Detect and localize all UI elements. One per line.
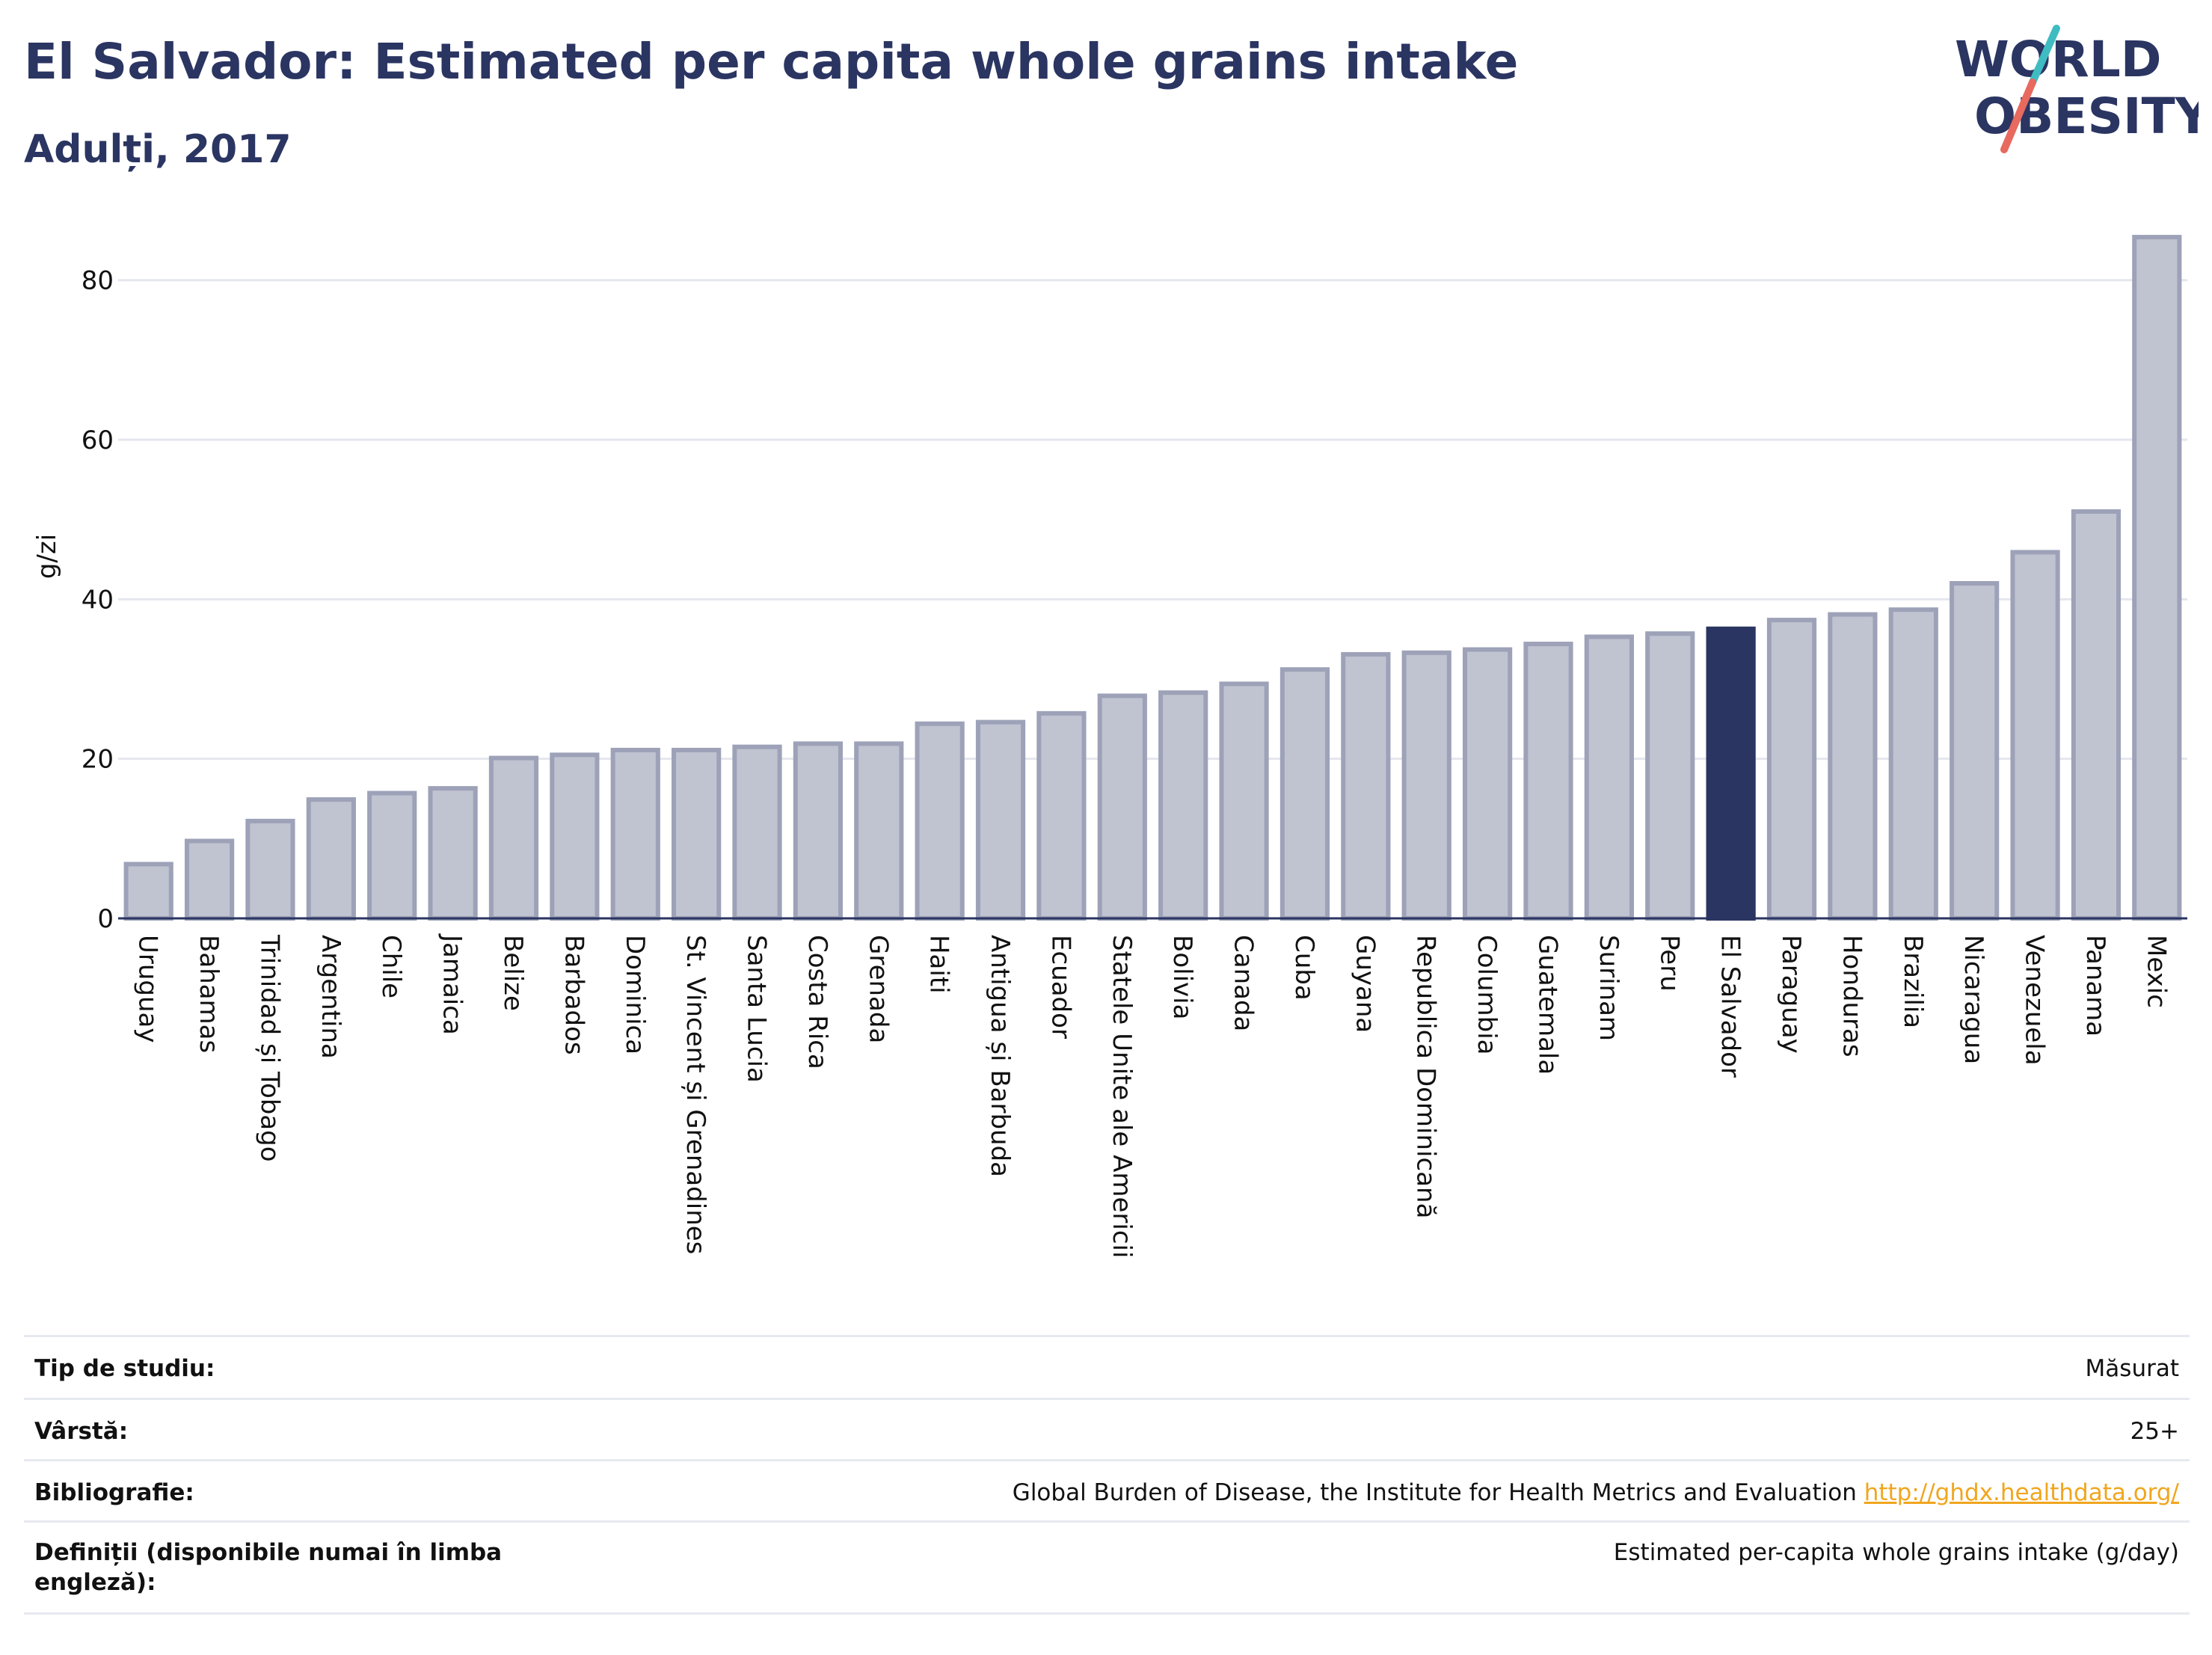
x-tick-label: Guyana (1350, 935, 1380, 1033)
x-tick-label: Bahamas (194, 935, 224, 1053)
x-tick-label: Bolivia (1167, 935, 1197, 1019)
bar (245, 818, 295, 921)
x-tick-label: Santa Lucia (742, 935, 772, 1083)
bar (1462, 647, 1513, 921)
x-tick-label: Jamaica (437, 933, 467, 1035)
bar (367, 790, 417, 921)
y-tick-label: 40 (82, 585, 114, 615)
bar (1888, 607, 1938, 921)
x-tick-label: Peru (1654, 935, 1684, 992)
y-tick-label: 80 (82, 266, 114, 296)
meta-row-age: Vârstă: 25+ (24, 1398, 2190, 1459)
x-tick-label: Venezuela (2020, 935, 2050, 1066)
bibliography-link[interactable]: http://ghdx.healthdata.org/ (1864, 1479, 2179, 1506)
bar-chart: 0 20 40 60 80 g/zi Uruguay Bahamas Trinidad și… (32, 235, 2187, 1258)
meta-label: Definiții (disponibile numai în limba en… (34, 1539, 503, 1596)
bar (1645, 631, 1695, 921)
bar (793, 741, 844, 921)
bars (123, 235, 2182, 921)
bar (610, 747, 660, 921)
world-obesity-logo: WORLD OBESITY (1955, 25, 2199, 153)
metadata-table: Tip de studiu: Măsurat Vârstă: 25+ Bibli… (24, 1335, 2190, 1615)
meta-label: Tip de studiu: (34, 1355, 215, 1382)
bar (975, 719, 1026, 921)
x-tick-label: Grenada (863, 935, 893, 1043)
x-tick-label: Trinidad și Tobago (254, 934, 284, 1162)
y-axis-ticks: 0 20 40 60 80 (82, 266, 114, 934)
y-tick-label: 20 (82, 745, 114, 775)
x-tick-label: Columbia (1472, 935, 1502, 1055)
x-tick-label: Cuba (1289, 935, 1319, 1001)
chart-subtitle: Adulți, 2017 (24, 127, 292, 172)
meta-value: Măsurat (2085, 1355, 2179, 1382)
x-tick-label: Antigua și Barbuda (985, 935, 1015, 1177)
bar (672, 747, 722, 921)
bar (854, 741, 904, 921)
x-tick-label: Chile (376, 935, 406, 998)
logo-slash-red (2000, 79, 2036, 153)
bar (184, 838, 235, 921)
bar (1219, 681, 1269, 921)
bar (1584, 634, 1634, 921)
x-tick-label: Surinam (1594, 935, 1623, 1041)
bar (1341, 651, 1391, 921)
logo-line1: WORLD (1955, 31, 2162, 88)
bar-highlight (1706, 626, 1756, 921)
y-tick-label: 0 (97, 904, 114, 934)
bibliography-text: Global Burden of Disease, the Institute … (1012, 1479, 1857, 1506)
y-axis-label: g/zi (32, 534, 62, 579)
x-tick-label: Brazilia (1898, 935, 1928, 1028)
x-tick-label: Haiti (924, 935, 954, 994)
bar (1158, 690, 1208, 921)
bar (1279, 667, 1330, 921)
meta-label: Bibliografie: (34, 1479, 194, 1506)
bar (1401, 650, 1451, 921)
x-tick-label: Argentina (316, 935, 345, 1059)
bar (2132, 235, 2182, 921)
x-tick-label: Barbados (559, 935, 589, 1055)
y-tick-label: 60 (82, 426, 114, 455)
meta-value: 25+ (2130, 1418, 2179, 1445)
meta-value: Global Burden of Disease, the Institute … (1013, 1478, 2179, 1508)
logo-slash-teal (2029, 25, 2060, 86)
x-tick-label: Costa Rica (802, 935, 832, 1069)
x-tick-label: Statele Unite ale Americii (1107, 935, 1137, 1258)
bar (915, 721, 965, 921)
bar (732, 744, 782, 921)
bar (123, 862, 173, 921)
meta-row-study-type: Tip de studiu: Măsurat (24, 1335, 2190, 1398)
x-axis-ticks: Uruguay Bahamas Trinidad și Tobago Argentin… (133, 933, 2172, 1258)
bar (2010, 550, 2060, 921)
bar (1097, 693, 1147, 921)
x-tick-label: Mexic (2141, 935, 2171, 1008)
x-tick-label: Guatemala (1532, 935, 1562, 1075)
x-tick-label: St. Vincent și Grenadines (681, 935, 710, 1254)
x-tick-label: Nicaragua (1958, 935, 1988, 1064)
meta-row-bibliography: Bibliografie: Global Burden of Disease, … (24, 1459, 2190, 1520)
x-tick-label: El Salvador (1715, 935, 1745, 1078)
bar (1766, 618, 1817, 921)
x-tick-label: Canada (1229, 935, 1259, 1031)
bar (1828, 612, 1878, 921)
x-tick-label: Panama (2080, 935, 2110, 1037)
bar (1523, 642, 1573, 921)
x-tick-label: Belize (498, 935, 528, 1011)
bar (488, 755, 539, 921)
bar (306, 797, 356, 921)
bar (2071, 509, 2122, 921)
x-tick-label: Honduras (1837, 935, 1867, 1057)
x-tick-label: Paraguay (1776, 935, 1806, 1054)
x-tick-label: Dominica (620, 935, 650, 1054)
x-tick-label: Republica Dominicană (1411, 935, 1441, 1218)
chart-title: El Salvador: Estimated per capita whole … (24, 33, 1519, 90)
x-tick-label: Uruguay (133, 935, 163, 1043)
x-tick-label: Ecuador (1045, 935, 1075, 1039)
bar (428, 786, 478, 921)
bar (1036, 710, 1087, 921)
meta-label: Vârstă: (34, 1418, 129, 1445)
bar (1950, 581, 2000, 921)
meta-row-definitions: Definiții (disponibile numai în limba en… (24, 1520, 2190, 1615)
meta-value: Estimated per-capita whole grains intake… (1613, 1539, 2179, 1566)
bar (550, 752, 600, 921)
